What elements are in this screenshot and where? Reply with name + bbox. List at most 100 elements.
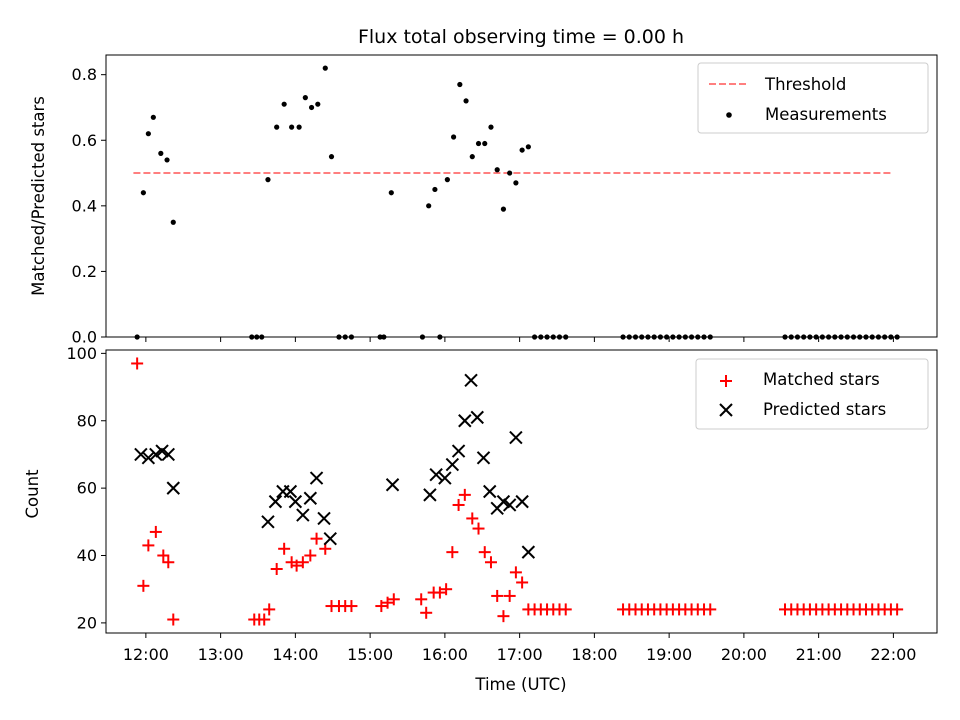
measurement-point [488, 124, 494, 130]
measurement-point [158, 150, 164, 156]
matched-star-point [290, 559, 303, 572]
measurement-point [550, 334, 556, 340]
predicted-star-point [521, 545, 536, 559]
predicted-star-point [296, 508, 310, 522]
matched-star-point [258, 613, 271, 626]
measurement-point [819, 334, 825, 340]
measurement-point [140, 190, 146, 196]
measurements-legend-label: Measurements [765, 105, 887, 124]
predicted-star-point [134, 447, 148, 462]
matched-star-point [263, 603, 276, 616]
predicted-star-point [283, 484, 298, 499]
predicted-star-point [161, 447, 176, 462]
predicted-star-point [423, 488, 437, 502]
measurement-point [882, 334, 888, 340]
top-panel: Flux total observing time = 0.00 h Match… [29, 26, 938, 347]
predicted-star-point [323, 531, 337, 546]
x-tick-label: 18:00 [571, 645, 617, 664]
measurement-point [150, 114, 156, 120]
measurement-point [342, 334, 348, 340]
measurement-point [302, 95, 308, 101]
matched-star-point [484, 556, 497, 569]
measurement-point [620, 334, 626, 340]
x-tick-label: 20:00 [721, 645, 767, 664]
measurement-point [888, 334, 894, 340]
measurement-point [639, 334, 645, 340]
bottom-y-tick-label: 60 [77, 479, 97, 498]
matched-star-point [497, 610, 510, 623]
predicted-star-point [149, 447, 163, 462]
matched-star-point [466, 512, 479, 525]
measurement-point [450, 134, 457, 140]
predicted-star-point [445, 457, 460, 472]
predicted-legend-swatch [719, 403, 733, 417]
x-tick-label: 17:00 [497, 645, 543, 664]
measurement-point [863, 334, 869, 340]
measurement-point [296, 124, 302, 130]
predicted-star-point [470, 410, 484, 425]
matched-star-point [137, 579, 150, 592]
measurements-legend-swatch [726, 112, 732, 118]
matched-star-point [420, 606, 433, 619]
bottom-legend-box [695, 358, 929, 430]
matched-star-point [387, 593, 400, 606]
x-tick-label: 16:00 [422, 645, 468, 664]
x-tick-label: 22:00 [870, 645, 916, 664]
matched-star-point [509, 566, 522, 579]
measurement-point [249, 334, 255, 340]
matched-star-point [452, 498, 465, 511]
measurement-point [894, 334, 900, 340]
matched-star-point [157, 549, 170, 562]
measurement-point [626, 334, 632, 340]
matched-star-point [381, 596, 394, 609]
measurement-point [563, 334, 569, 340]
measurement-point [377, 334, 383, 340]
measurement-point [664, 334, 670, 340]
measurement-point [525, 144, 531, 150]
measurement-point [832, 334, 838, 340]
matched-star-point [278, 542, 291, 555]
measurement-point [254, 334, 260, 340]
matched-star-point [559, 603, 572, 616]
measurement-point [850, 334, 857, 340]
predicted-star-point [496, 494, 511, 509]
predicted-star-point [309, 471, 324, 485]
predicted-star-point [288, 494, 303, 509]
matched-star-point [304, 549, 317, 562]
measurement-point [274, 124, 280, 130]
predicted-star-point [515, 494, 529, 509]
measurement-point [463, 98, 469, 104]
top-y-tick-label: 0.6 [72, 131, 97, 150]
matched-star-point [131, 357, 144, 370]
bottom-y-tick-label: 80 [77, 411, 97, 430]
measurement-point [813, 334, 819, 340]
matched-legend-swatch [720, 375, 732, 387]
bottom-y-tick-label: 100 [66, 344, 97, 363]
predicted-star-point [385, 478, 400, 492]
threshold-legend-label: Threshold [764, 75, 846, 94]
measurement-point [388, 190, 394, 196]
measurement-point [426, 203, 432, 209]
measurement-point [500, 206, 507, 212]
bottom-y-axis-label: Count [23, 469, 42, 519]
predicted-star-point [261, 515, 275, 529]
measurement-point [632, 334, 639, 340]
measurement-point [381, 334, 387, 340]
measurement-point [328, 154, 335, 160]
measurement-point [838, 334, 844, 340]
measurement-point [857, 334, 863, 340]
top-legend: Threshold Measurements [697, 62, 929, 134]
top-legend-box [697, 62, 929, 134]
measurement-point [544, 334, 550, 340]
measurement-point [134, 334, 140, 340]
bottom-y-tick-label: 40 [77, 546, 97, 565]
measurement-point [869, 334, 875, 340]
measurement-point [645, 334, 651, 340]
measurement-point [164, 157, 170, 163]
top-y-axis: 0.0 0.2 0.4 0.6 0.8 [72, 65, 106, 347]
matched-star-point [296, 556, 309, 569]
matched-star-point [142, 539, 155, 552]
measurement-point [707, 334, 713, 340]
top-y-tick-label: 0.8 [72, 65, 97, 84]
